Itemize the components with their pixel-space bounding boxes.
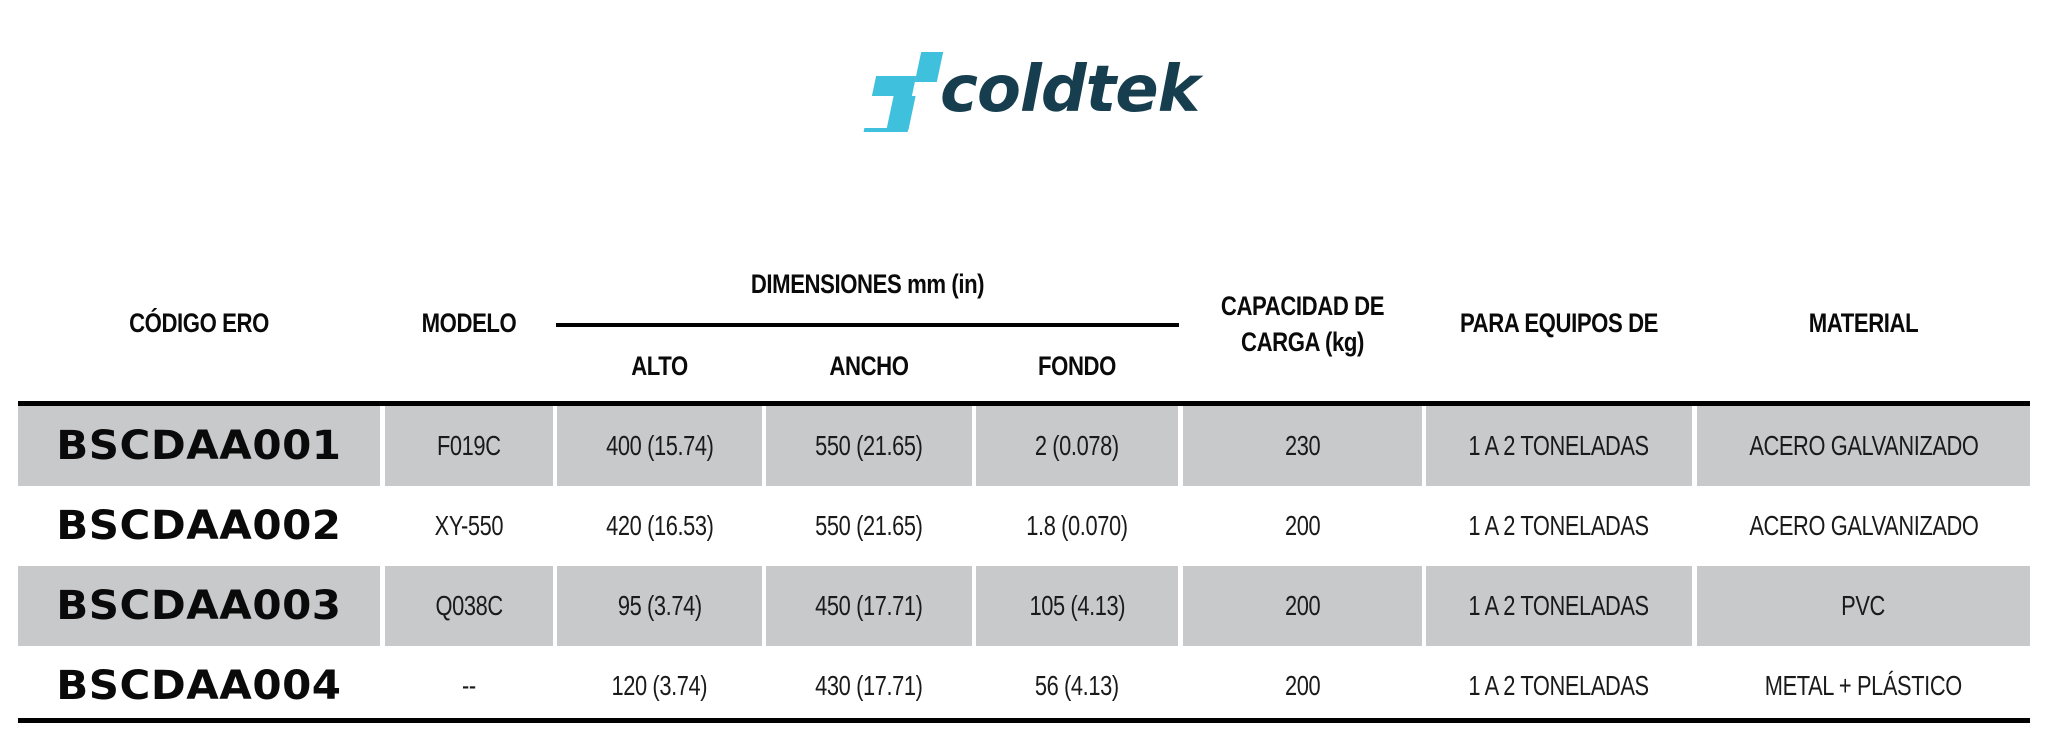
logo-mark-icon [886,96,916,130]
cell-code: BSCDAA001 [18,406,380,486]
cell-equipment: 1 A 2 TONELADAS [1426,566,1692,646]
table-bottom-rule [18,718,2030,723]
header-bottom-rule [18,401,2030,406]
cell-capacity: 200 [1284,510,1321,541]
header-model: MODELO [421,308,517,338]
cell-capacity: 200 [1284,670,1321,701]
cell-fondo: 2 (0.078) [976,406,1178,486]
cell-equipment: 1 A 2 TONELADAS [1426,406,1692,486]
cell-ancho: 430 (17.71) [815,670,923,701]
cell-capacity: 230 [1183,406,1422,486]
cell-ancho: 550 (21.65) [815,510,923,541]
cell-ancho: 450 (17.71) [766,566,972,646]
cell-code: BSCDAA004 [56,663,342,709]
header-capacity-line1: CAPACIDAD DE [1220,291,1385,321]
cell-alto: 120 (3.74) [611,670,708,701]
cell-ancho: 550 (21.65) [766,406,972,486]
header-code: CÓDIGO ERO [129,308,269,338]
dimensions-divider [556,323,1179,327]
coldtek-logo: coldtek [860,52,1200,136]
cell-material: METAL + PLÁSTICO [1764,670,1963,701]
cell-material: PVC [1697,566,2030,646]
header-material: MATERIAL [1808,308,1919,338]
cell-capacity: 200 [1183,566,1422,646]
table-row: BSCDAA002 XY-550 420 (16.53) 550 (21.65)… [18,486,2030,566]
cell-code: BSCDAA002 [56,503,342,549]
header-capacity-line2: CARGA (kg) [1241,327,1364,357]
table-row: BSCDAA004 -- 120 (3.74) 430 (17.71) 56 (… [18,646,2030,726]
header-dimensions: DIMENSIONES mm (in) [750,269,985,299]
cell-material: ACERO GALVANIZADO [1697,406,2030,486]
logo-mark-icon [863,128,909,132]
cell-fondo: 1.8 (0.070) [1026,510,1128,541]
logo-mark-icon [914,52,944,82]
cell-model: Q038C [385,566,553,646]
table-row: BSCDAA003 Q038C 95 (3.74) 450 (17.71) 10… [18,566,2030,646]
header-alto: ALTO [631,351,688,381]
cell-code: BSCDAA003 [18,566,380,646]
cell-equipment: 1 A 2 TONELADAS [1468,670,1650,701]
header-equipment: PARA EQUIPOS DE [1459,308,1659,338]
cell-fondo: 56 (4.13) [1035,670,1119,701]
cell-alto: 95 (3.74) [557,566,762,646]
cell-model: XY-550 [434,510,504,541]
cell-fondo: 105 (4.13) [976,566,1178,646]
logo-mark-icon [871,76,917,96]
cell-material: ACERO GALVANIZADO [1748,510,1979,541]
header-fondo: FONDO [1038,351,1116,381]
cell-equipment: 1 A 2 TONELADAS [1468,510,1650,541]
table-row: BSCDAA001 F019C 400 (15.74) 550 (21.65) … [18,406,2030,486]
cell-model: -- [462,670,476,701]
cell-model: F019C [385,406,553,486]
cell-alto: 420 (16.53) [605,510,714,541]
brand-name: coldtek [940,53,1200,127]
cell-alto: 400 (15.74) [557,406,762,486]
header-ancho: ANCHO [829,351,909,381]
